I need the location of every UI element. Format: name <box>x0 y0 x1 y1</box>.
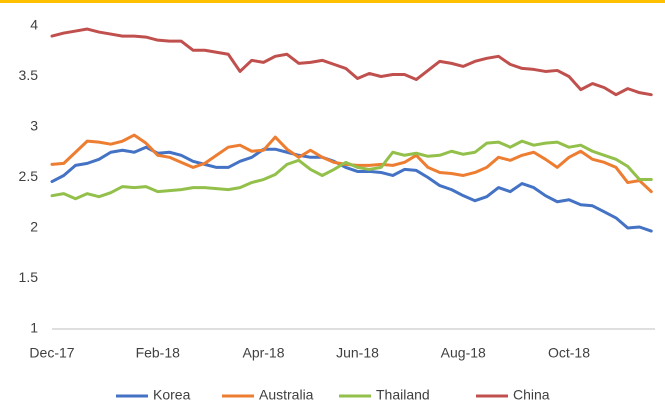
legend-label: China <box>513 387 550 403</box>
x-tick-label: Jun-18 <box>336 345 379 361</box>
series-line <box>50 27 653 97</box>
y-tick-label: 1.5 <box>19 269 39 285</box>
y-tick-label: 1 <box>30 320 38 336</box>
x-tick-label: Oct-18 <box>548 345 590 361</box>
y-tick-label: 2 <box>30 219 38 235</box>
top-rule <box>0 0 665 3</box>
x-tick-label: Apr-18 <box>242 345 284 361</box>
legend-label: Thailand <box>376 387 430 403</box>
x-tick-label: Dec-17 <box>29 345 74 361</box>
x-tick-label: Feb-18 <box>136 345 181 361</box>
y-tick-label: 3.5 <box>19 67 39 83</box>
y-tick-label: 3 <box>30 118 38 134</box>
y-tick-label: 2.5 <box>19 168 39 184</box>
series-line <box>50 145 653 233</box>
legend-label: Korea <box>153 387 191 403</box>
series-line <box>50 139 653 201</box>
legend-label: Australia <box>259 387 314 403</box>
x-tick-label: Aug-18 <box>441 345 486 361</box>
y-tick-label: 4 <box>30 17 38 33</box>
